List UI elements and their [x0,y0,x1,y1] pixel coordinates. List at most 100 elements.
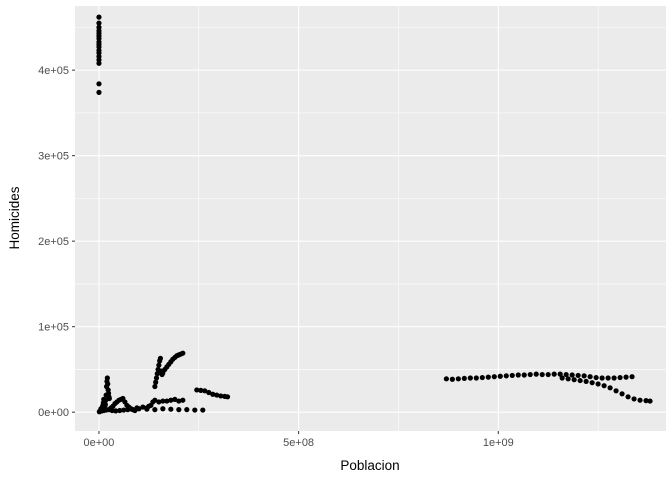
data-point [503,373,509,379]
data-point [206,389,212,396]
data-point [515,372,521,378]
data-point [601,383,607,389]
data-point [184,407,190,413]
data-point [613,388,619,394]
y-tick-label: 3e+05 [38,151,69,163]
data-point [449,376,455,382]
data-point [134,405,140,411]
data-point [96,60,102,66]
data-point [214,392,220,398]
data-point [455,376,461,382]
data-point [168,406,174,412]
data-point [619,391,625,397]
data-point [563,371,569,378]
data-point [545,371,551,378]
data-point [154,371,160,377]
data-point [176,407,182,413]
data-point [643,398,649,404]
data-point [461,375,467,382]
data-point [146,403,152,409]
y-tick-label: 0e+00 [38,407,69,419]
data-point [637,397,643,403]
data-point [156,362,162,368]
data-point [593,374,599,381]
data-point [575,372,581,379]
data-point [117,407,123,414]
y-tick-label: 4e+05 [38,65,69,77]
data-point [129,406,135,412]
data-point [198,387,204,393]
data-point [623,374,629,380]
data-point [631,396,637,402]
data-point [589,380,595,386]
data-point [160,398,166,404]
data-point [607,385,613,391]
minor-gridlines [75,6,666,431]
data-point [210,391,216,397]
data-point [625,394,631,400]
x-tick-label: 0e+00 [84,437,115,449]
data-point [200,407,206,413]
data-point [140,404,146,410]
data-point [521,372,527,378]
data-point [467,375,473,381]
data-point [160,406,166,412]
x-tick-label: 5e+08 [283,437,314,449]
y-tick-label: 2e+05 [38,236,69,248]
data-point [559,375,565,381]
data-point [617,374,623,381]
data-point [180,350,186,356]
data-point [485,374,491,380]
data-point [497,373,503,379]
data-point [192,407,198,413]
data-point [479,374,485,381]
x-axis-ticks: 0e+00 5e+08 1e+09 [84,431,514,449]
data-point [194,387,200,393]
data-point [533,371,539,377]
data-point [577,377,583,384]
data-point [157,355,164,361]
data-point [605,375,611,381]
data-point [180,397,186,403]
data-point [491,374,497,380]
major-gridlines [75,6,666,431]
data-point [96,89,102,95]
data-point [539,371,545,378]
data-points [96,14,653,415]
data-point [587,374,593,380]
data-point [565,376,571,382]
data-point [168,397,174,403]
data-point [106,395,112,402]
data-point [202,388,208,394]
data-point [96,14,102,20]
data-point [172,396,178,402]
data-point [176,398,182,404]
data-point [473,375,479,381]
data-point [153,375,160,381]
data-point [96,81,102,87]
y-tick-label: 1e+05 [38,322,69,334]
data-point [527,371,533,378]
data-point [557,371,563,377]
data-point [509,372,515,379]
data-point [599,375,605,381]
data-point [152,407,158,413]
data-point [569,372,575,378]
data-point [611,375,617,381]
data-point [218,393,224,399]
data-point [647,398,653,404]
data-point [152,397,158,403]
data-point [443,376,449,382]
data-point [164,398,170,404]
data-point [583,378,589,385]
y-axis-ticks: 0e+00 1e+05 2e+05 3e+05 4e+05 [38,65,75,419]
data-point [595,381,601,387]
data-point [96,20,102,26]
x-tick-label: 1e+09 [483,437,514,449]
data-point [121,407,127,413]
data-point [629,374,635,380]
x-axis-title: Poblacion [340,458,399,473]
data-point [152,383,158,390]
data-point [113,408,119,414]
